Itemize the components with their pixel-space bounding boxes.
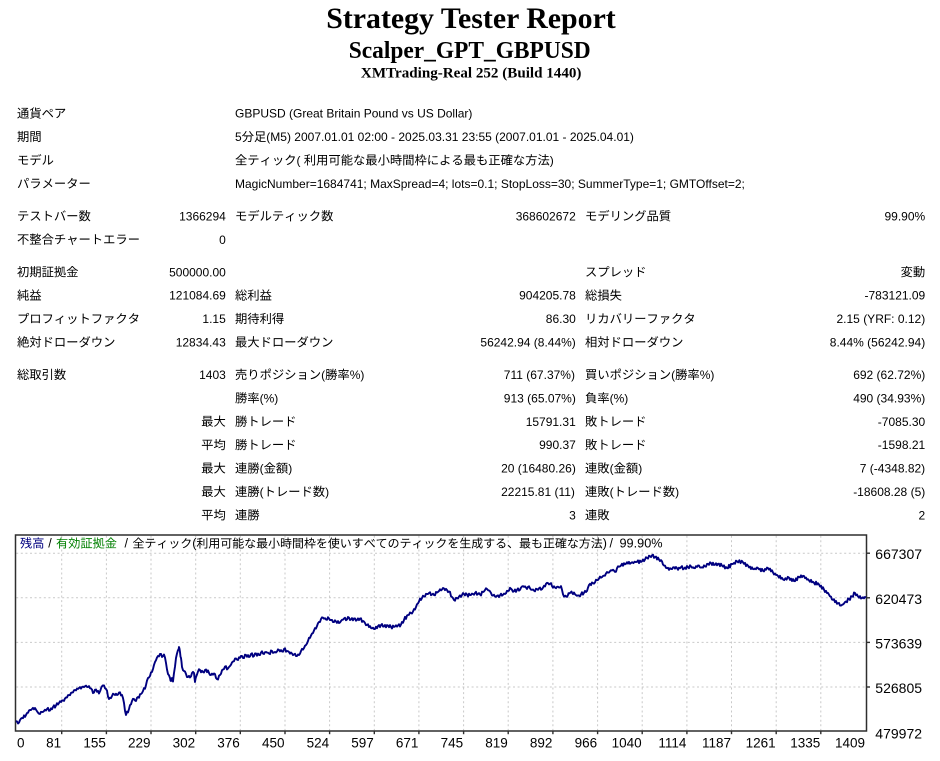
svg-text:5: 5 (235, 130, 242, 144)
svg-text:2: 2 (919, 508, 926, 522)
svg-text:): ) (550, 154, 554, 168)
svg-text:3: 3 (569, 508, 576, 522)
svg-text:(: ( (192, 537, 197, 551)
svg-text:7 (-4348.82): 7 (-4348.82) (860, 462, 925, 476)
svg-text:/: / (610, 537, 614, 551)
svg-text:1040: 1040 (612, 736, 642, 751)
svg-text:121084.69: 121084.69 (169, 289, 226, 303)
svg-text:1114: 1114 (658, 736, 687, 751)
svg-text:(: ( (321, 368, 325, 382)
svg-text:913 (65.07%): 913 (65.07%) (504, 391, 576, 405)
svg-text:0: 0 (17, 736, 25, 751)
svg-text:500000.00: 500000.00 (169, 265, 226, 279)
svg-text:(: ( (671, 368, 675, 382)
svg-text:81: 81 (46, 736, 61, 751)
svg-text:671: 671 (396, 736, 419, 751)
svg-text:8.44% (56242.94): 8.44% (56242.94) (830, 336, 925, 350)
svg-text:MagicNumber=1684741; MaxSpread: MagicNumber=1684741; MaxSpread=4; lots=0… (235, 177, 745, 191)
svg-text:): ) (603, 537, 607, 551)
svg-text:1403: 1403 (199, 368, 226, 382)
svg-text:892: 892 (530, 736, 553, 751)
svg-text:(: ( (610, 462, 614, 476)
svg-text:56242.94 (8.44%): 56242.94 (8.44%) (480, 336, 575, 350)
svg-text:819: 819 (485, 736, 508, 751)
svg-text:(%): (%) (260, 391, 279, 405)
svg-text:99.90%: 99.90% (885, 209, 926, 223)
svg-text:(: ( (297, 154, 301, 168)
svg-text:0: 0 (219, 233, 226, 247)
svg-text:1.15: 1.15 (202, 312, 226, 326)
svg-text:1409: 1409 (835, 736, 865, 751)
svg-text:966: 966 (575, 736, 598, 751)
svg-text:22215.81 (11): 22215.81 (11) (501, 485, 575, 499)
svg-text:1187: 1187 (702, 736, 731, 751)
svg-text:1261: 1261 (746, 736, 776, 751)
svg-text:450: 450 (262, 736, 285, 751)
svg-text:1335: 1335 (790, 736, 820, 751)
svg-text:(M5) 2007.01.01 02:00 - 2025.0: (M5) 2007.01.01 02:00 - 2025.03.31 23:55… (266, 130, 634, 144)
svg-text:229: 229 (128, 736, 151, 751)
svg-text:-1598.21: -1598.21 (878, 438, 926, 452)
svg-text:524: 524 (307, 736, 330, 751)
svg-text:Strategy Tester Report: Strategy Tester Report (326, 3, 616, 35)
svg-text:692 (62.72%): 692 (62.72%) (853, 368, 925, 382)
svg-text:526805: 526805 (875, 680, 922, 696)
svg-text:376: 376 (217, 736, 240, 751)
svg-text:): ) (288, 462, 292, 476)
svg-text:(: ( (260, 485, 264, 499)
svg-text:): ) (638, 462, 642, 476)
svg-text:990.37: 990.37 (539, 438, 576, 452)
svg-text:479972: 479972 (875, 725, 922, 741)
svg-text:): ) (675, 485, 679, 499)
svg-text:1366294: 1366294 (179, 209, 226, 223)
svg-text:86.30: 86.30 (546, 312, 576, 326)
svg-text:/: / (48, 537, 52, 551)
svg-text:368602672: 368602672 (516, 209, 576, 223)
svg-text:15791.31: 15791.31 (526, 415, 576, 429)
svg-text:): ) (325, 485, 329, 499)
svg-text:99.90%: 99.90% (620, 537, 663, 551)
svg-text:-783121.09: -783121.09 (865, 289, 926, 303)
svg-text:711 (67.37%): 711 (67.37%) (504, 368, 575, 382)
svg-text:620473: 620473 (875, 591, 922, 607)
svg-text:490 (34.93%): 490 (34.93%) (853, 391, 925, 405)
svg-text:XMTrading-Real 252 (Build 1440: XMTrading-Real 252 (Build 1440) (361, 66, 582, 82)
svg-text:302: 302 (173, 736, 196, 751)
svg-text:-7085.30: -7085.30 (878, 415, 926, 429)
svg-text:/: / (125, 537, 129, 551)
svg-text:745: 745 (441, 736, 464, 751)
svg-text:Scalper_GPT_GBPUSD: Scalper_GPT_GBPUSD (349, 38, 591, 64)
svg-text:-18608.28 (5): -18608.28 (5) (853, 485, 925, 499)
svg-text:20 (16480.26): 20 (16480.26) (501, 462, 576, 476)
svg-text:155: 155 (83, 736, 106, 751)
svg-text:12834.43: 12834.43 (176, 336, 226, 350)
svg-text:2.15 (YRF: 0.12): 2.15 (YRF: 0.12) (837, 312, 926, 326)
svg-text:(: ( (610, 485, 614, 499)
svg-text:904205.78: 904205.78 (519, 289, 576, 303)
svg-text:GBPUSD (Great Britain Pound vs: GBPUSD (Great Britain Pound vs US Dollar… (235, 107, 472, 121)
svg-text:667307: 667307 (875, 546, 922, 562)
svg-text:(: ( (260, 462, 264, 476)
svg-text:(%): (%) (610, 391, 629, 405)
svg-text:597: 597 (351, 736, 374, 751)
svg-text:573639: 573639 (875, 635, 922, 651)
svg-text:%): %) (350, 368, 365, 382)
svg-text:%): %) (700, 368, 715, 382)
